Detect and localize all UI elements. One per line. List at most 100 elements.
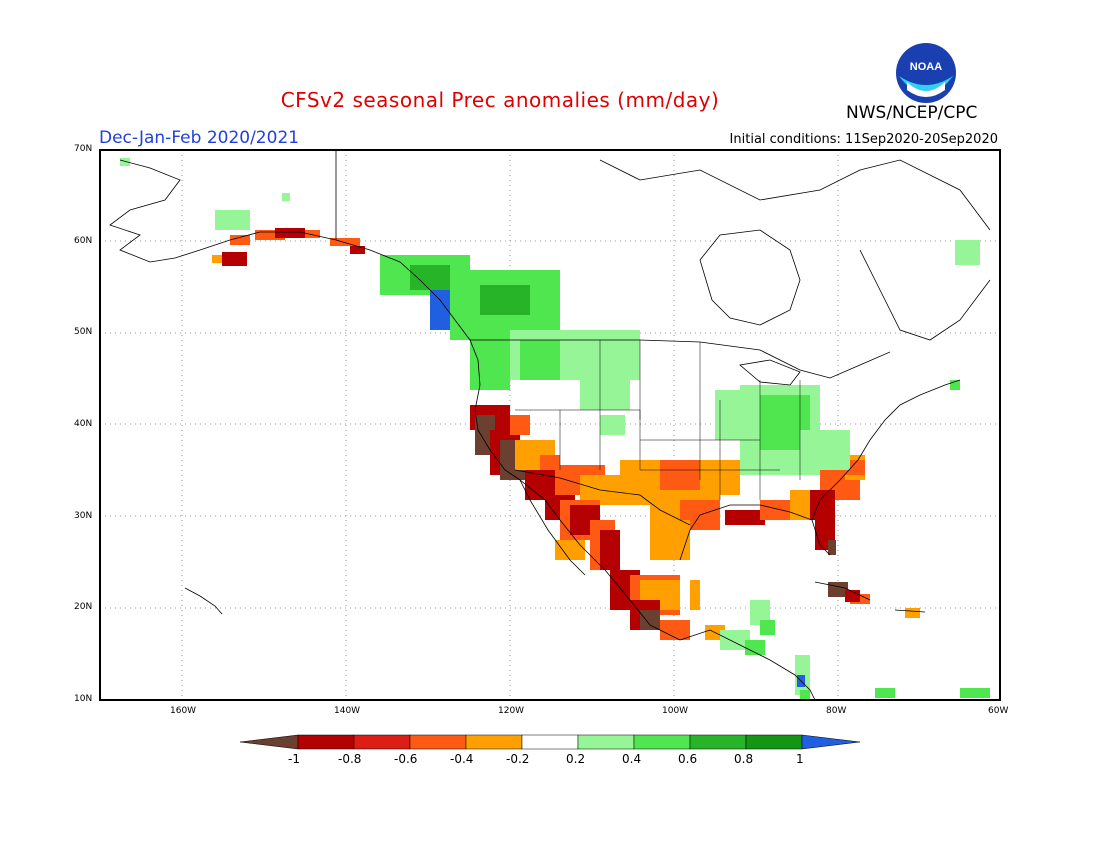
colorbar-segment [353,734,411,750]
us-east-coast [811,379,961,521]
anomaly-cell [222,252,247,266]
anomaly-cell [410,265,450,290]
lat-label: 20N [74,602,93,612]
colorbar-segment [297,734,355,750]
colorbar-end-low [240,734,299,750]
lat-label: 30N [74,511,93,521]
initial-conditions-label: Initial conditions: 11Sep2020-20Sep2020 [729,132,998,147]
anomaly-cell [330,238,360,246]
anomaly-cell [120,158,130,166]
anomaly-cell [955,240,980,265]
colorbar-label: 0.8 [734,752,754,766]
colorbar-end-high [801,734,861,750]
anomaly-cell [255,230,285,240]
colorbar-segment [577,734,635,750]
anomaly-cell [275,228,305,238]
anomaly-cells [120,158,990,700]
anomaly-cell [650,520,690,560]
anomaly-cell [470,330,510,390]
anomaly-cell [520,340,560,380]
greenland-labrador [859,249,991,341]
colorbar-label: 0.6 [678,752,698,766]
great-lakes [739,359,801,386]
anomaly-cell [690,580,700,610]
colorbar-segment [521,734,579,750]
anomaly-cell [640,610,660,630]
alaska-coast [109,159,337,263]
anomaly-cell [828,540,836,555]
anomaly-cell [875,688,895,698]
anomaly-cell [305,230,320,238]
anomaly-cell [760,620,775,635]
colorbar-label: -0.2 [506,752,530,766]
map-title: CFSv2 seasonal Prec anomalies (mm/day) [280,88,720,112]
pacific-coast-canada [335,239,481,386]
colorbar-segment [409,734,467,750]
coastlines [109,150,991,701]
anomaly-cell [660,620,690,640]
lat-label: 60N [74,236,93,246]
anomaly-cell [725,510,765,525]
colorbar-label: 0.2 [566,752,586,766]
colorbar-label: -0.4 [450,752,474,766]
lat-label: 50N [74,327,93,337]
hawaii [184,587,223,615]
lon-label: 100W [662,706,689,716]
state-borders [515,340,801,500]
colorbar-segment [633,734,691,750]
colorbar-segment [465,734,523,750]
hispaniola [894,609,926,613]
lat-label: 10N [74,694,93,704]
colorbar-label: 1 [796,752,804,766]
lon-label: 140W [334,706,361,716]
anomaly-cell [580,380,630,410]
anomaly-cell [950,380,960,390]
colorbar-segment [745,734,803,750]
logo-text: NOAA [910,61,942,73]
anomaly-cell [282,193,290,201]
central-america [679,629,816,701]
noaa-logo-icon: NOAA [896,43,956,103]
agency-label: NWS/NCEP/CPC [846,103,978,123]
anomaly-cell [480,285,530,315]
anomaly-cell [350,246,365,254]
colorbar [240,734,861,750]
map-frame [99,149,1001,701]
lat-label: 70N [74,144,93,154]
anomaly-cell [800,690,810,700]
colorbar-label: -0.6 [394,752,418,766]
anomaly-cell [230,235,250,245]
us-canada-border [470,339,891,379]
colorbar-label: 0.4 [622,752,642,766]
anomaly-cell [745,640,765,655]
anomaly-cell [490,330,640,380]
baja-california [519,479,586,576]
lon-label: 80W [826,706,847,716]
anomaly-cell [750,600,770,625]
anomaly-cell [720,630,750,650]
gulf-coast [679,504,831,561]
anomaly-cell [555,540,585,560]
anomaly-cell [600,530,620,570]
lat-label: 40N [74,419,93,429]
grid-lines [100,150,1000,700]
lon-label: 60W [988,706,1009,716]
us-west-coast [474,384,681,641]
lon-label: 160W [170,706,197,716]
anomaly-cell [212,255,222,263]
us-mexico-border [514,469,691,526]
season-label: Dec-Jan-Feb 2020/2021 [99,128,300,148]
cuba [814,581,871,601]
anomaly-cell [215,210,250,230]
hudson-bay [699,229,801,326]
anomaly-cell [905,608,920,618]
anomaly-cell [820,440,850,460]
colorbar-label: -1 [288,752,300,766]
arctic-islands [599,159,991,231]
anomaly-cell [960,688,990,698]
anomaly-cell [600,415,625,435]
colorbar-label: -0.8 [338,752,362,766]
colorbar-segment [689,734,747,750]
anomaly-cell [510,415,530,435]
